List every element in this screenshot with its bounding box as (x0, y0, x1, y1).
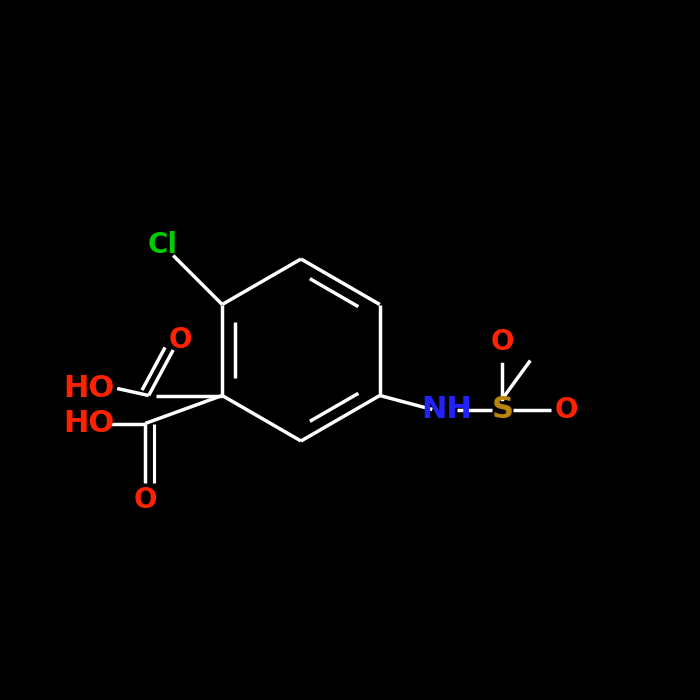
Text: S: S (491, 395, 513, 424)
Text: O: O (169, 326, 192, 354)
Text: O: O (555, 395, 578, 423)
Text: Cl: Cl (148, 231, 178, 259)
Text: HO: HO (64, 409, 115, 438)
Text: HO: HO (64, 374, 115, 403)
Text: NH: NH (421, 395, 472, 424)
Text: O: O (491, 328, 514, 356)
Text: O: O (134, 486, 157, 514)
